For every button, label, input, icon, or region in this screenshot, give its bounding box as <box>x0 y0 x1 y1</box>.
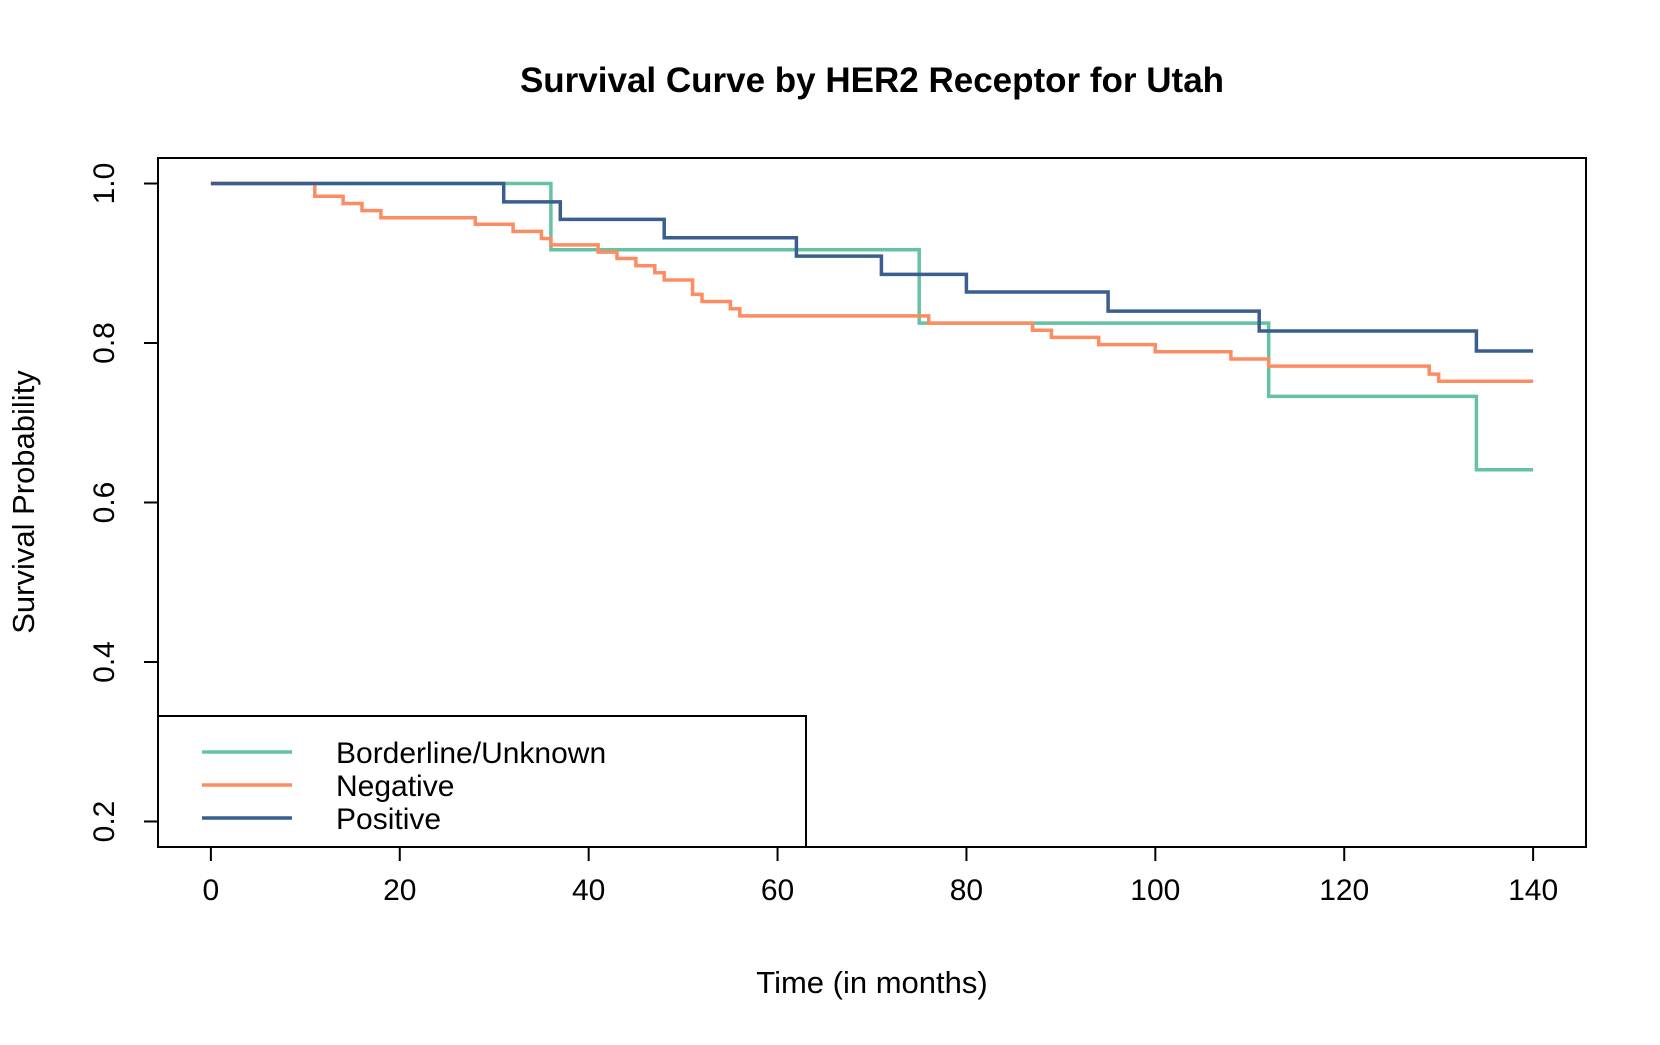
series-line-negative <box>210 181 1534 384</box>
legend-label-positive: Positive <box>336 803 441 836</box>
series-line-borderline-unknown <box>210 181 1534 472</box>
x-tick-label: 140 <box>1508 874 1558 907</box>
y-tick-label: 0.6 <box>88 482 121 524</box>
series-layer <box>210 181 1534 472</box>
chart-title: Survival Curve by HER2 Receptor for Utah <box>520 61 1224 100</box>
y-tick-label: 0.4 <box>88 641 121 683</box>
y-tick-label: 1.0 <box>88 163 121 205</box>
plot-frame <box>157 157 1587 848</box>
legend-box <box>157 715 807 848</box>
x-tick-label: 80 <box>950 874 983 907</box>
x-axis: 0 20 40 60 80 100 120 140 <box>203 846 1558 907</box>
x-tick-label: 40 <box>572 874 605 907</box>
x-tick-label: 100 <box>1130 874 1180 907</box>
x-tick-label: 0 <box>203 874 220 907</box>
x-axis-label: Time (in months) <box>756 965 987 1000</box>
x-tick-label: 120 <box>1319 874 1369 907</box>
x-tick-label: 20 <box>383 874 416 907</box>
y-axis: 0.2 0.4 0.6 0.8 1.0 <box>88 163 159 843</box>
legend-label-borderline-unknown: Borderline/Unknown <box>336 737 606 770</box>
legend-label-negative: Negative <box>336 770 454 803</box>
series-line-positive <box>210 181 1534 353</box>
x-tick-label: 60 <box>761 874 794 907</box>
y-tick-label: 0.8 <box>88 322 121 364</box>
y-axis-label: Survival Probability <box>6 370 41 634</box>
y-tick-label: 0.2 <box>88 801 121 843</box>
